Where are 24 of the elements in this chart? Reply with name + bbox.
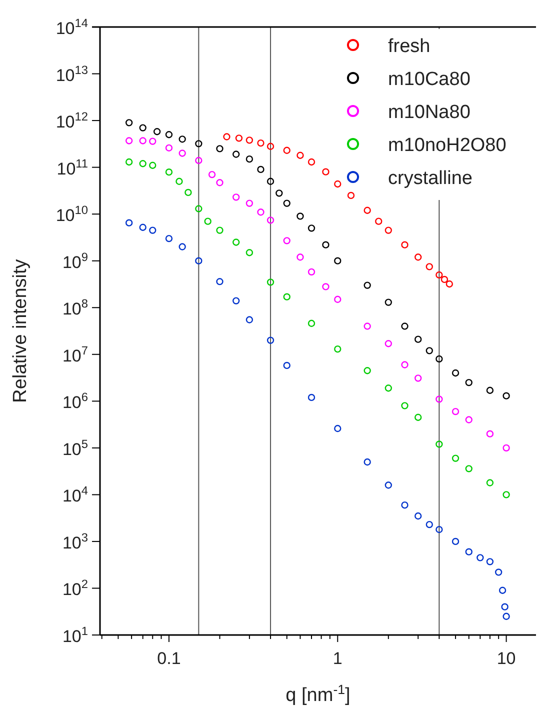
y-tick-label: 10$^{3}$ [62, 530, 88, 552]
y-tick-label: 10$^{8}$ [62, 296, 88, 319]
y-tick-label: 10$^{4}$ [62, 484, 88, 506]
y-tick-label: 10$^{5}$ [62, 436, 88, 459]
legend-label: fresh [388, 36, 430, 57]
y-tick-label: 10$^{9}$ [62, 250, 88, 272]
legend-label: crystalline [388, 168, 472, 189]
y-tick-label: 10$^{10}$ [56, 203, 88, 226]
x-tick-label: 1 [332, 649, 342, 668]
y-tick-label: 10$^{7}$ [62, 343, 88, 366]
y-tick-label: 10$^{2}$ [62, 577, 88, 600]
x-tick-label: 10 [496, 649, 516, 668]
y-tick-label: 10$^{6}$ [62, 390, 88, 412]
y-tick-label: 10$^{14}$ [56, 16, 88, 38]
y-axis-title: Relative intensity [10, 258, 31, 403]
x-axis-title: q [nm$^{-1}$] [286, 682, 350, 706]
y-tick-label: 10$^{12}$ [56, 110, 88, 132]
x-tick-label: 0.1 [157, 649, 181, 668]
legend-label: m10noH2O80 [388, 135, 506, 156]
y-tick-label: 10$^{11}$ [56, 156, 88, 178]
y-tick-label: 10$^{1}$ [62, 624, 88, 646]
legend-label: m10Ca80 [388, 69, 470, 90]
legend-label: m10Na80 [388, 102, 470, 123]
y-tick-label: 10$^{13}$ [56, 62, 88, 85]
